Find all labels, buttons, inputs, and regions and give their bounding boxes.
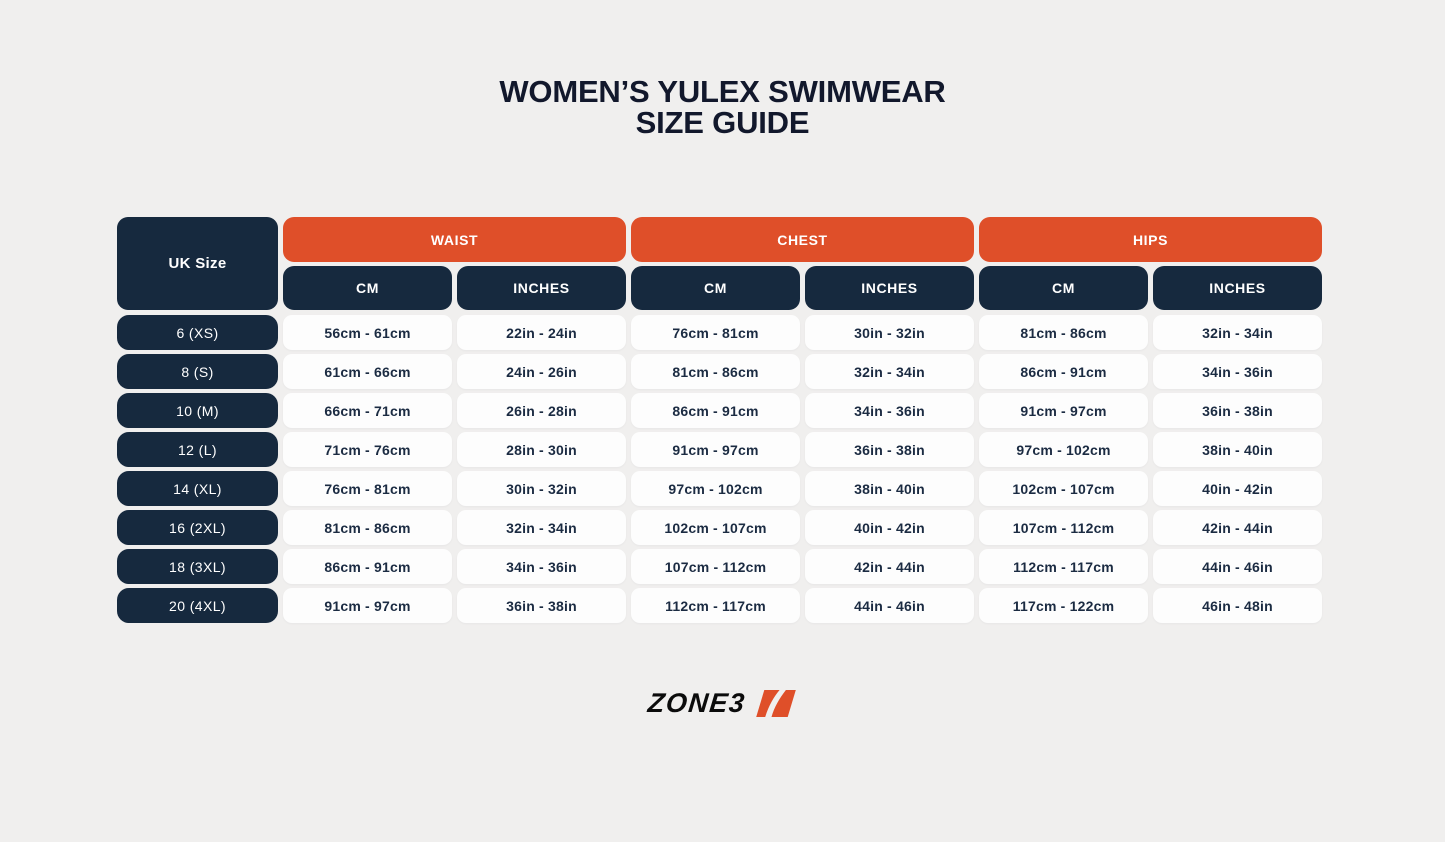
size-label-cell: 10 (M)	[117, 393, 278, 428]
zone3-logo-text: ZONE3	[646, 688, 748, 718]
table-row: 12 (L) 71cm - 76cm 28in - 30in 91cm - 97cm 3…	[117, 432, 1322, 467]
table-row: 20 (4XL) 91cm - 97cm 36in - 38in 112cm - 11…	[117, 588, 1322, 623]
zone3-swoosh-icon	[755, 690, 796, 717]
measurement-cell: 56cm - 61cm	[283, 315, 452, 350]
measurement-cell: 34in - 36in	[1153, 354, 1322, 389]
measurement-cell: 24in - 26in	[457, 354, 626, 389]
measurement-cell: 42in - 44in	[1153, 510, 1322, 545]
size-label-cell: 14 (XL)	[117, 471, 278, 506]
measurement-cell: 22in - 24in	[457, 315, 626, 350]
chest-group-header: CHEST	[631, 217, 974, 262]
measurement-cell: 32in - 34in	[805, 354, 974, 389]
zone3-logo: ZONE3	[0, 688, 1445, 718]
measurement-cell: 46in - 48in	[1153, 588, 1322, 623]
measurement-cell: 91cm - 97cm	[631, 432, 800, 467]
measurement-cell: 40in - 42in	[805, 510, 974, 545]
hips-inches-header: INCHES	[1153, 266, 1322, 310]
chest-cm-header: CM	[631, 266, 800, 310]
uk-size-header-cell: UK Size	[117, 217, 278, 310]
measurement-cell: 26in - 28in	[457, 393, 626, 428]
measurement-cell: 112cm - 117cm	[979, 549, 1148, 584]
measurement-cell: 30in - 32in	[457, 471, 626, 506]
size-label-cell: 16 (2XL)	[117, 510, 278, 545]
measurement-cell: 107cm - 112cm	[631, 549, 800, 584]
measurement-cell: 117cm - 122cm	[979, 588, 1148, 623]
size-label-cell: 18 (3XL)	[117, 549, 278, 584]
measurement-cell: 66cm - 71cm	[283, 393, 452, 428]
measurement-cell: 86cm - 91cm	[283, 549, 452, 584]
measurement-cell: 36in - 38in	[457, 588, 626, 623]
table-rows: 6 (XS) 56cm - 61cm 22in - 24in 76cm - 81cm 3…	[117, 315, 1322, 623]
measurement-cell: 32in - 34in	[457, 510, 626, 545]
measurement-cell: 97cm - 102cm	[979, 432, 1148, 467]
measurement-cell: 36in - 38in	[805, 432, 974, 467]
chest-inches-header: INCHES	[805, 266, 974, 310]
table-row: 18 (3XL) 86cm - 91cm 34in - 36in 107cm - 11…	[117, 549, 1322, 584]
measurement-cell: 42in - 44in	[805, 549, 974, 584]
measurement-cell: 32in - 34in	[1153, 315, 1322, 350]
measurement-cell: 86cm - 91cm	[631, 393, 800, 428]
measurement-cell: 102cm - 107cm	[631, 510, 800, 545]
size-label-cell: 20 (4XL)	[117, 588, 278, 623]
measurement-cell: 112cm - 117cm	[631, 588, 800, 623]
measurement-cell: 81cm - 86cm	[979, 315, 1148, 350]
table-header: UK Size WAIST CHEST HIPS CM INCHES CM IN…	[117, 217, 1322, 310]
size-label-cell: 8 (S)	[117, 354, 278, 389]
waist-inches-header: INCHES	[457, 266, 626, 310]
measurement-cell: 86cm - 91cm	[979, 354, 1148, 389]
measurement-cell: 28in - 30in	[457, 432, 626, 467]
size-label-cell: 6 (XS)	[117, 315, 278, 350]
measurement-cell: 34in - 36in	[457, 549, 626, 584]
hips-cm-header: CM	[979, 266, 1148, 310]
table-row: 14 (XL) 76cm - 81cm 30in - 32in 97cm - 102c…	[117, 471, 1322, 506]
measurement-cell: 76cm - 81cm	[283, 471, 452, 506]
measurement-cell: 107cm - 112cm	[979, 510, 1148, 545]
measurement-cell: 76cm - 81cm	[631, 315, 800, 350]
hips-group-header: HIPS	[979, 217, 1322, 262]
table-row: 6 (XS) 56cm - 61cm 22in - 24in 76cm - 81cm 3…	[117, 315, 1322, 350]
table-row: 16 (2XL) 81cm - 86cm 32in - 34in 102cm - 10…	[117, 510, 1322, 545]
page-title: WOMEN’S YULEX SWIMWEAR SIZE GUIDE	[0, 76, 1445, 138]
measurement-cell: 38in - 40in	[1153, 432, 1322, 467]
table-row: 8 (S) 61cm - 66cm 24in - 26in 81cm - 86cm 32…	[117, 354, 1322, 389]
page-title-line1: WOMEN’S YULEX SWIMWEAR	[499, 74, 946, 109]
measurement-cell: 102cm - 107cm	[979, 471, 1148, 506]
size-guide-table: UK Size WAIST CHEST HIPS CM INCHES CM IN…	[117, 217, 1322, 623]
measurement-cell: 71cm - 76cm	[283, 432, 452, 467]
table-row: 10 (M) 66cm - 71cm 26in - 28in 86cm - 91cm 3…	[117, 393, 1322, 428]
waist-cm-header: CM	[283, 266, 452, 310]
measurement-cell: 40in - 42in	[1153, 471, 1322, 506]
measurement-cell: 91cm - 97cm	[283, 588, 452, 623]
size-label-cell: 12 (L)	[117, 432, 278, 467]
measurement-cell: 36in - 38in	[1153, 393, 1322, 428]
measurement-cell: 61cm - 66cm	[283, 354, 452, 389]
measurement-cell: 91cm - 97cm	[979, 393, 1148, 428]
measurement-cell: 81cm - 86cm	[283, 510, 452, 545]
measurement-cell: 81cm - 86cm	[631, 354, 800, 389]
measurement-cell: 44in - 46in	[1153, 549, 1322, 584]
measurement-cell: 97cm - 102cm	[631, 471, 800, 506]
measurement-cell: 38in - 40in	[805, 471, 974, 506]
measurement-cell: 34in - 36in	[805, 393, 974, 428]
waist-group-header: WAIST	[283, 217, 626, 262]
measurement-cell: 44in - 46in	[805, 588, 974, 623]
page-title-line2: SIZE GUIDE	[635, 105, 810, 140]
measurement-cell: 30in - 32in	[805, 315, 974, 350]
